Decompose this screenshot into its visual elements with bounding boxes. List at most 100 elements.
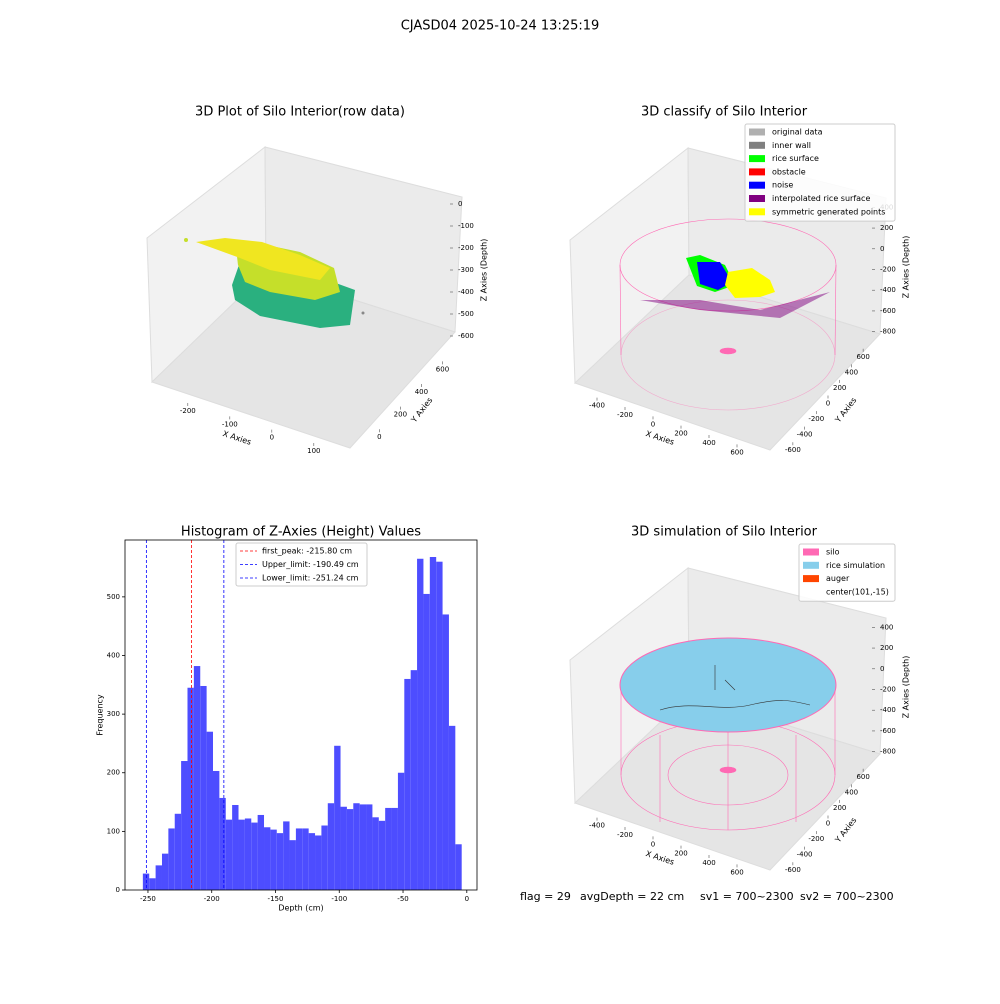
bar: [193, 666, 201, 890]
bar: [346, 809, 354, 890]
bar: [397, 772, 405, 890]
y-tick-label: 200: [833, 804, 846, 812]
legend-swatch: [749, 181, 765, 189]
legend-label: original data: [772, 128, 823, 137]
legend-swatch: [749, 208, 765, 216]
legend-label: center(101,-15): [826, 587, 889, 596]
y-tick-label: 400: [845, 368, 858, 376]
plot2-silo: [619, 218, 837, 411]
x-tick-label: -200: [617, 831, 633, 839]
chart-title: 3D classify of Silo Interior: [641, 105, 808, 120]
y-tick-label: 200: [107, 769, 120, 777]
bar: [149, 878, 156, 890]
status-text: sv1 = 700~2300: [700, 890, 794, 903]
z-tick-label: -100: [458, 222, 474, 230]
bar: [232, 804, 239, 890]
legend-swatch: [803, 575, 819, 583]
y-tick-label: 0: [826, 820, 830, 828]
legend-label: symmetric generated points: [772, 207, 885, 216]
bar: [264, 827, 271, 890]
legend-swatch: [749, 155, 765, 163]
bar: [283, 821, 290, 890]
bar: [225, 819, 233, 890]
bar: [378, 820, 386, 890]
legend-label: obstacle: [772, 167, 806, 176]
z-tick-label: 200: [880, 644, 893, 652]
legend-label: rice surface: [772, 154, 819, 163]
bar: [308, 833, 316, 890]
z-tick-label: 200: [880, 224, 893, 232]
x-tick-label: -200: [617, 411, 633, 419]
x-tick-label: 0: [651, 420, 655, 428]
bar: [327, 803, 335, 890]
x-axis-label: Depth (cm): [278, 904, 323, 913]
legend-label: interpolated rice surface: [772, 194, 870, 203]
legend-swatch: [749, 128, 765, 136]
z-axis-label: Z Axies (Depth): [902, 236, 911, 299]
bar: [270, 829, 277, 890]
plot4-surface: [659, 665, 811, 711]
bar: [315, 835, 322, 890]
x-tick-label: 0: [465, 895, 469, 903]
figure-title: CJASD04 2025-10-24 13:25:19: [401, 19, 600, 34]
bar: [238, 819, 245, 890]
x-tick-label: 600: [730, 448, 743, 456]
bar: [404, 678, 411, 890]
y-tick-label: -200: [808, 415, 824, 423]
bar: [436, 561, 443, 890]
bar: [257, 814, 265, 890]
bar: [168, 828, 175, 890]
legend-label: auger: [826, 574, 850, 583]
bar: [155, 865, 162, 890]
legend-swatch: [803, 548, 819, 556]
y-tick-label: 300: [107, 710, 120, 718]
chart-title: Histogram of Z-Axies (Height) Values: [181, 525, 421, 540]
bar: [289, 840, 296, 890]
y-axis-label: Frequency: [96, 694, 105, 736]
status-text: sv2 = 700~2300: [800, 890, 894, 903]
z-tick-label: -800: [880, 328, 896, 336]
y-tick-label: -400: [797, 851, 813, 859]
z-tick-label: -200: [880, 266, 896, 274]
x-tick-label: 0: [651, 840, 655, 848]
x-tick-label: -200: [180, 407, 196, 415]
plot1-cloud: [184, 238, 365, 328]
bar: [417, 558, 424, 890]
legend-box: [744, 123, 896, 222]
z-tick-label: 0: [458, 200, 462, 208]
bar: [187, 687, 194, 890]
legend-label: inner wall: [772, 141, 811, 150]
bar: [251, 822, 258, 890]
x-tick-label: -250: [140, 895, 156, 903]
legend-label: Upper_limit: -190.49 cm: [262, 560, 359, 569]
x-tick-label: -150: [268, 895, 284, 903]
bar: [295, 828, 303, 890]
z-tick-label: -300: [458, 266, 474, 274]
x-tick-label: 400: [702, 439, 715, 447]
bar: [206, 731, 213, 890]
bar: [423, 593, 430, 890]
y-tick-label: 200: [833, 384, 846, 392]
z-tick-label: -600: [880, 307, 896, 315]
legend-label: noise: [772, 181, 793, 190]
legend-swatch: [803, 561, 819, 569]
bar: [455, 844, 462, 890]
legend-label: Lower_limit: -251.24 cm: [262, 574, 359, 583]
bar: [334, 745, 341, 890]
legend-label: first_peak: -215.80 cm: [262, 547, 352, 556]
x-tick-label: 600: [730, 868, 743, 876]
bar: [353, 803, 360, 890]
bar: [174, 813, 182, 890]
y-tick-label: 400: [415, 388, 428, 396]
y-tick-label: 400: [107, 651, 120, 659]
x-tick-label: -400: [589, 822, 605, 830]
bar: [213, 770, 220, 890]
legend-box: [235, 542, 368, 587]
y-tick-label: 200: [394, 411, 407, 419]
y-tick-label: 0: [377, 433, 381, 441]
x-tick-label: 200: [674, 430, 687, 438]
bar: [429, 557, 437, 890]
bar: [219, 797, 226, 890]
legend-swatch: [749, 141, 765, 149]
